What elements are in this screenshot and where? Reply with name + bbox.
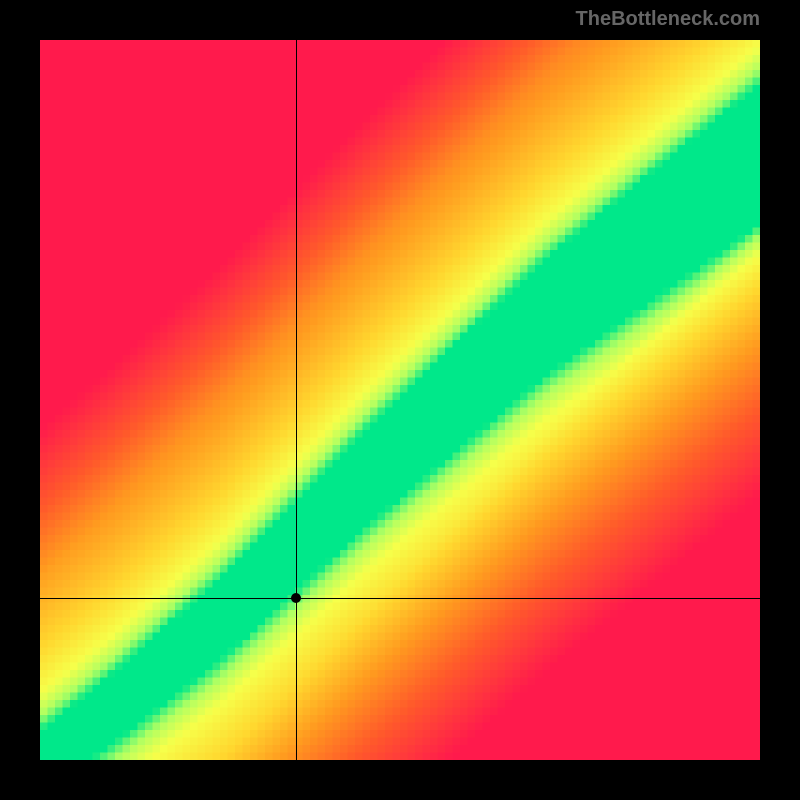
attribution-label: TheBottleneck.com — [576, 8, 760, 31]
selection-point-marker — [291, 593, 301, 603]
crosshair-horizontal — [40, 598, 760, 599]
bottleneck-heatmap — [40, 40, 760, 760]
crosshair-vertical — [296, 40, 297, 760]
heatmap-canvas — [40, 40, 760, 760]
